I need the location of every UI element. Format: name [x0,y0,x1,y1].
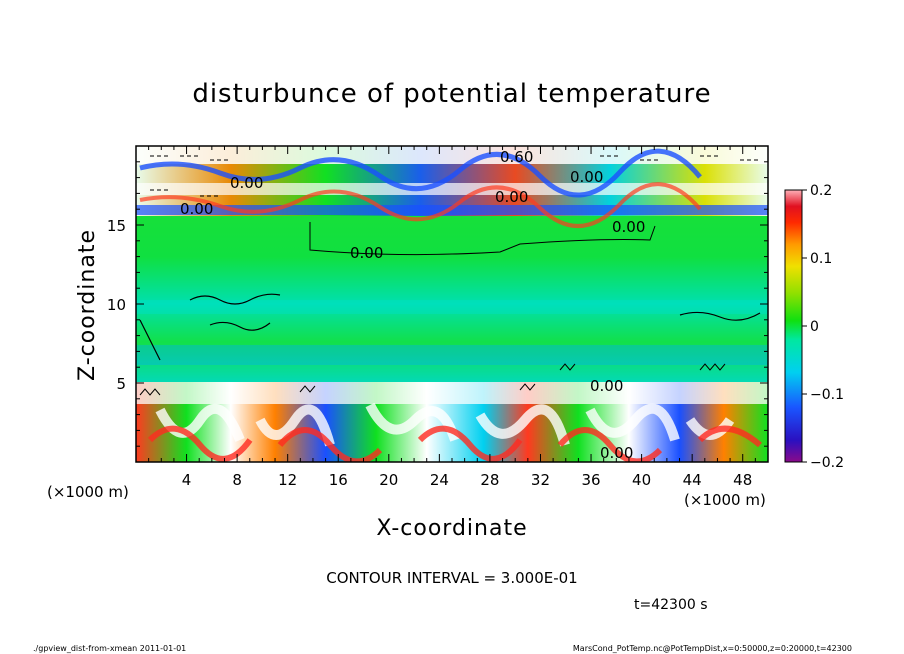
colorbar-tick-label: −0.2 [810,455,844,471]
x-tick-label: 48 [733,471,752,489]
x-tick-label: 44 [683,471,702,489]
contour-label: 0.00 [570,168,603,186]
colorbar: 0.2 0.1 0 −0.1 −0.2 [784,183,844,471]
x-tick-label: 40 [632,471,651,489]
colorbar-scale [784,189,803,463]
contour-label: 0.00 [612,218,645,236]
colorbar-ticks: 0.2 0.1 0 −0.1 −0.2 [802,183,844,471]
colorbar-tick-label: 0 [810,319,819,335]
contour-label: 0.60 [500,148,533,166]
x-unit-left: (×1000 m) [47,483,129,501]
footer-left: ./gpview_dist-from-xmean 2011-01-01 [33,644,186,653]
y-axis-label: Z-coordinate [75,229,100,381]
colorbar-tick-label: 0.2 [810,183,832,199]
time-label: t=42300 s [634,597,708,613]
x-tick-label: 24 [430,471,449,489]
footer-right: MarsCond_PotTemp.nc@PotTempDist,x=0:5000… [573,644,852,653]
contour-label: 0.00 [230,174,263,192]
x-axis-label: X-coordinate [376,516,527,541]
x-unit-right: (×1000 m) [684,491,766,509]
y-tick-label: 15 [107,217,126,235]
heatmap-field [136,146,768,462]
y-tick-label: 10 [107,296,126,314]
x-axis: 4 8 12 16 20 24 28 32 36 40 44 48 [148,146,756,489]
x-tick-label: 28 [480,471,499,489]
contour-label: 0.00 [350,244,383,262]
x-tick-label: 8 [232,471,242,489]
x-tick-label: 4 [182,471,192,489]
contour-label: 0.00 [495,188,528,206]
x-tick-label: 16 [329,471,348,489]
contour-labels: 0.60 0.00 0.00 0.00 0.00 0.00 0.00 0.00 … [180,148,645,462]
x-tick-label: 36 [581,471,600,489]
x-tick-label: 12 [278,471,297,489]
contour-interval: CONTOUR INTERVAL = 3.000E-01 [326,569,577,587]
contour-label: 0.00 [600,444,633,462]
colorbar-tick-label: −0.1 [810,387,844,403]
contour-label: 0.00 [590,377,623,395]
x-tick-label: 32 [531,471,550,489]
chart-title: disturbunce of potential temperature [192,79,711,109]
colorbar-tick-label: 0.1 [810,251,832,267]
contour-label: 0.00 [180,200,213,218]
x-tick-label: 20 [379,471,398,489]
y-tick-label: 5 [116,375,126,393]
y-axis: 5 10 15 [107,161,768,447]
